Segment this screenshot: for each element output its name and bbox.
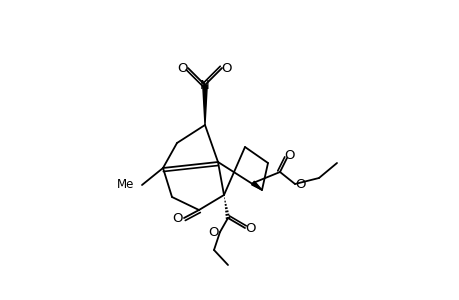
Polygon shape: [202, 85, 207, 125]
Text: O: O: [295, 178, 306, 191]
Text: O: O: [208, 226, 219, 238]
Text: O: O: [245, 221, 256, 235]
Text: Me: Me: [117, 178, 134, 191]
Polygon shape: [251, 181, 262, 190]
Text: O: O: [173, 212, 183, 224]
Text: O: O: [177, 61, 188, 74]
Text: O: O: [284, 148, 295, 161]
Text: O: O: [221, 61, 232, 74]
Text: N: N: [200, 79, 209, 92]
